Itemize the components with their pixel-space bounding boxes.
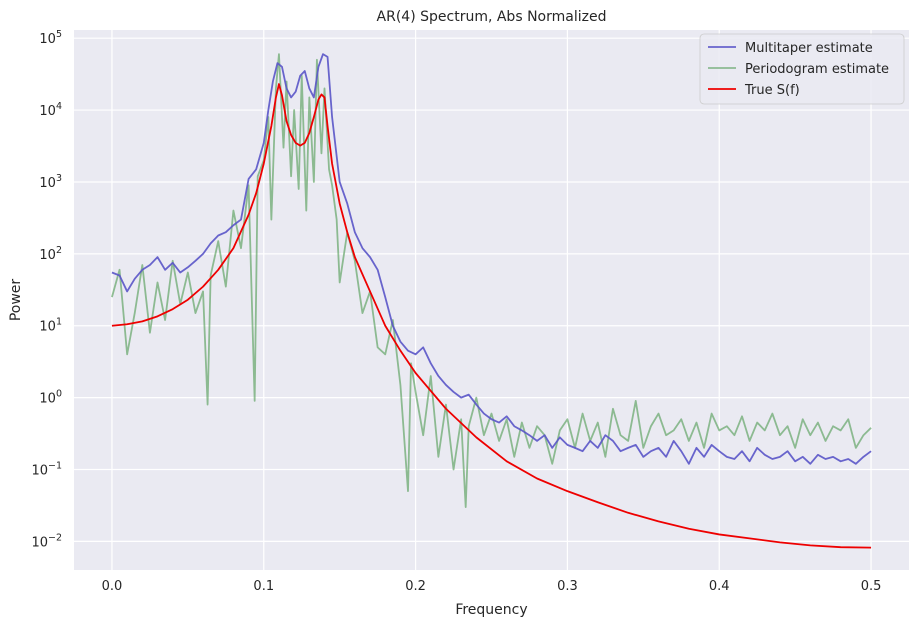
- y-axis-ticks: 10−2 10−1 100 101 102 103 104 105: [31, 29, 62, 550]
- x-tick-label: 0.1: [253, 579, 274, 594]
- y-axis-title: Power: [8, 279, 24, 322]
- x-axis-title: Frequency: [455, 602, 527, 618]
- series-layer: [111, 53, 872, 549]
- x-tick-label: 0.0: [102, 579, 123, 594]
- y-tick-label: 100: [39, 389, 62, 407]
- y-tick-label: 105: [39, 29, 62, 47]
- legend-box: [699, 33, 905, 105]
- x-tick-label: 0.4: [709, 579, 730, 594]
- x-tick-label: 0.3: [557, 579, 578, 594]
- series-line-periodogram-estimate: [111, 53, 872, 509]
- x-tick-label: 0.2: [405, 579, 426, 594]
- legend-label: Periodogram estimate: [745, 62, 889, 77]
- legend-label: Multitaper estimate: [745, 41, 873, 56]
- y-tick-label: 10−2: [31, 532, 62, 550]
- y-tick-label: 101: [39, 317, 62, 335]
- y-tick-label: 102: [39, 245, 62, 263]
- y-tick-label: 10−1: [31, 461, 62, 479]
- legend: Multitaper estimate Periodogram estimate T…: [699, 33, 905, 105]
- plot-area: [74, 30, 909, 570]
- legend-label: True S(f): [744, 83, 800, 98]
- chart-title: AR(4) Spectrum, Abs Normalized: [377, 9, 607, 25]
- y-tick-label: 103: [39, 173, 62, 191]
- series-line-multitaper-estimate: [111, 53, 872, 465]
- x-axis-ticks: 0.0 0.1 0.2 0.3 0.4 0.5: [102, 579, 882, 594]
- y-tick-label: 104: [39, 101, 62, 119]
- x-tick-label: 0.5: [861, 579, 882, 594]
- series-line-true-s-f: [111, 83, 872, 549]
